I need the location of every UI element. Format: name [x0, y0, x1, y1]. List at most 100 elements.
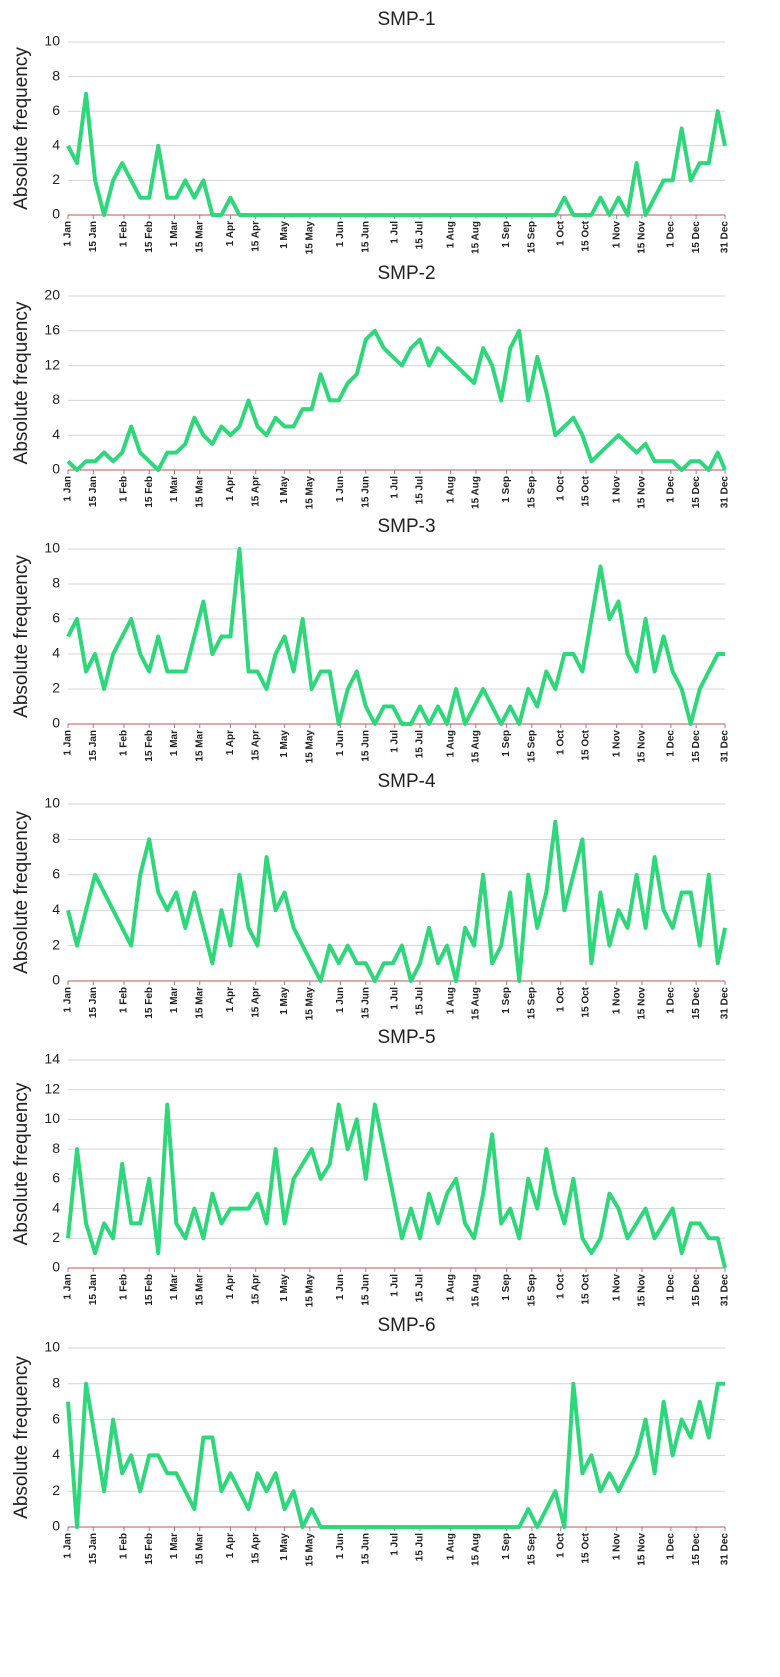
x-tick-label: 15 Jan [88, 221, 99, 252]
x-tick-label: 1 Apr [225, 1274, 236, 1299]
x-tick-label: 15 Mar [194, 730, 205, 762]
x-tick-label: 1 Aug [445, 730, 456, 757]
chart-title: SMP-3 [377, 516, 435, 537]
x-tick-label: 1 Oct [555, 475, 566, 501]
y-tick-label: 16 [44, 322, 60, 338]
data-line [66, 328, 727, 472]
data-line [66, 547, 725, 726]
y-tick-label: 8 [52, 1375, 60, 1391]
x-tick-label: 1 Mar [169, 221, 180, 247]
y-axis-label: Absolute frequency [11, 1082, 32, 1245]
chart-panel: SMP-4 Absolute frequency 0 2 4 6 8 10 1 Jan 15 Ja… [11, 771, 731, 1020]
y-tick-label: 10 [44, 1339, 60, 1355]
x-tick-label: 15 Jan [88, 476, 99, 507]
x-tick-label: 15 Oct [581, 729, 592, 760]
x-tick-label: 1 Sep [501, 1533, 512, 1560]
x-tick-label: 15 Dec [691, 476, 702, 509]
x-tick-label: 1 Feb [119, 221, 130, 247]
x-tick-label: 15 May [305, 987, 316, 1021]
x-tick-label: 1 Jan [63, 476, 74, 502]
x-tick-label: 15 Jan [88, 730, 99, 761]
x-tick-label: 15 Feb [144, 1533, 155, 1565]
chart-panel: SMP-2 Absolute frequency 0 4 8 12 16 20 1 Jan 15 … [11, 263, 731, 509]
y-tick-label: 2 [52, 1229, 60, 1245]
x-tick-label: 1 Jul [389, 987, 400, 1010]
x-tick-label: 1 Mar [169, 730, 180, 756]
y-tick-label: 4 [52, 901, 60, 917]
y-axis-label: Absolute frequency [11, 47, 32, 210]
y-tick-label: 2 [52, 171, 60, 187]
x-tick-label: 15 Nov [637, 1274, 648, 1307]
x-tick-label: 15 Apr [250, 476, 261, 507]
x-tick-label: 15 Jul [415, 730, 426, 759]
x-tick-label: 1 Feb [119, 1533, 130, 1559]
x-tick-label: 15 Aug [471, 221, 482, 254]
chart-panel: SMP-5 Absolute frequency 0 2 4 6 8 10 12 14 1 Jan 1… [11, 1027, 731, 1307]
y-tick-label: 0 [52, 972, 60, 988]
y-tick-label: 4 [52, 426, 60, 442]
x-tick-label: 15 Jun [360, 476, 371, 508]
x-tick-label: 1 Jul [389, 1533, 400, 1556]
x-tick-label: 1 Sep [501, 730, 512, 757]
y-tick-label: 4 [52, 645, 60, 661]
x-tick-label: 1 Jan [63, 1274, 74, 1300]
x-tick-label: 15 Mar [194, 221, 205, 253]
x-tick-label: 15 Oct [581, 475, 592, 506]
y-tick-label: 20 [44, 287, 60, 303]
chart-title: SMP-2 [377, 263, 435, 284]
x-tick-label: 1 Jul [389, 730, 400, 753]
x-tick-label: 1 Mar [169, 1533, 180, 1559]
x-tick-label: 1 Aug [445, 221, 456, 248]
y-tick-label: 6 [52, 866, 60, 882]
x-tick-label: 15 Oct [581, 1532, 592, 1563]
x-tick-label: 1 Oct [555, 729, 566, 755]
x-tick-label: 15 Jun [360, 730, 371, 762]
x-tick-label: 1 May [279, 1533, 290, 1561]
x-tick-label: 1 Nov [611, 221, 622, 249]
x-tick-label: 15 Apr [250, 1533, 261, 1564]
x-tick-label: 1 Dec [665, 221, 676, 248]
chart-title: SMP-4 [377, 771, 436, 792]
y-tick-label: 6 [52, 102, 60, 118]
x-tick-label: 15 Aug [471, 1533, 482, 1566]
data-line [66, 819, 727, 983]
x-tick-label: 15 Mar [194, 476, 205, 508]
y-axis-label: Absolute frequency [11, 301, 32, 464]
x-tick-label: 15 May [305, 1533, 316, 1567]
x-tick-label: 1 Oct [555, 220, 566, 246]
x-tick-label: 1 May [279, 476, 290, 504]
x-tick-label: 1 Sep [501, 987, 512, 1014]
x-tick-label: 15 Jun [360, 221, 371, 253]
x-tick-label: 1 Jan [63, 730, 74, 756]
x-tick-label: 15 Oct [581, 1273, 592, 1304]
x-tick-label: 15 Dec [691, 987, 702, 1020]
x-tick-label: 15 Sep [527, 476, 538, 508]
x-tick-label: 15 Feb [144, 730, 155, 762]
x-tick-label: 1 Oct [555, 1273, 566, 1299]
data-line [66, 91, 727, 217]
y-tick-label: 10 [44, 1110, 60, 1126]
x-tick-label: 1 Sep [501, 221, 512, 248]
x-tick-label: 31 Dec [720, 987, 731, 1020]
y-tick-label: 4 [52, 1446, 60, 1462]
x-tick-label: 1 Aug [445, 987, 456, 1014]
x-tick-label: 1 Dec [665, 1533, 676, 1560]
x-tick-label: 15 Jan [88, 987, 99, 1018]
x-tick-label: 1 Jun [335, 1533, 346, 1559]
x-tick-label: 1 Apr [225, 221, 236, 246]
x-tick-label: 15 Apr [250, 221, 261, 252]
x-tick-label: 15 Dec [691, 221, 702, 254]
x-tick-label: 1 Oct [555, 986, 566, 1012]
x-tick-label: 15 Nov [637, 730, 648, 763]
x-tick-label: 1 Nov [611, 987, 622, 1015]
x-tick-label: 1 Dec [665, 987, 676, 1014]
y-tick-label: 8 [52, 67, 60, 83]
chart-title: SMP-1 [377, 9, 435, 30]
x-tick-label: 1 Sep [501, 1274, 512, 1301]
x-tick-label: 31 Dec [720, 476, 731, 509]
y-axis-label: Absolute frequency [11, 1356, 32, 1519]
x-tick-label: 15 Dec [691, 1533, 702, 1566]
x-tick-label: 31 Dec [720, 730, 731, 763]
y-tick-label: 4 [52, 1199, 60, 1215]
x-tick-label: 1 Jun [335, 730, 346, 756]
